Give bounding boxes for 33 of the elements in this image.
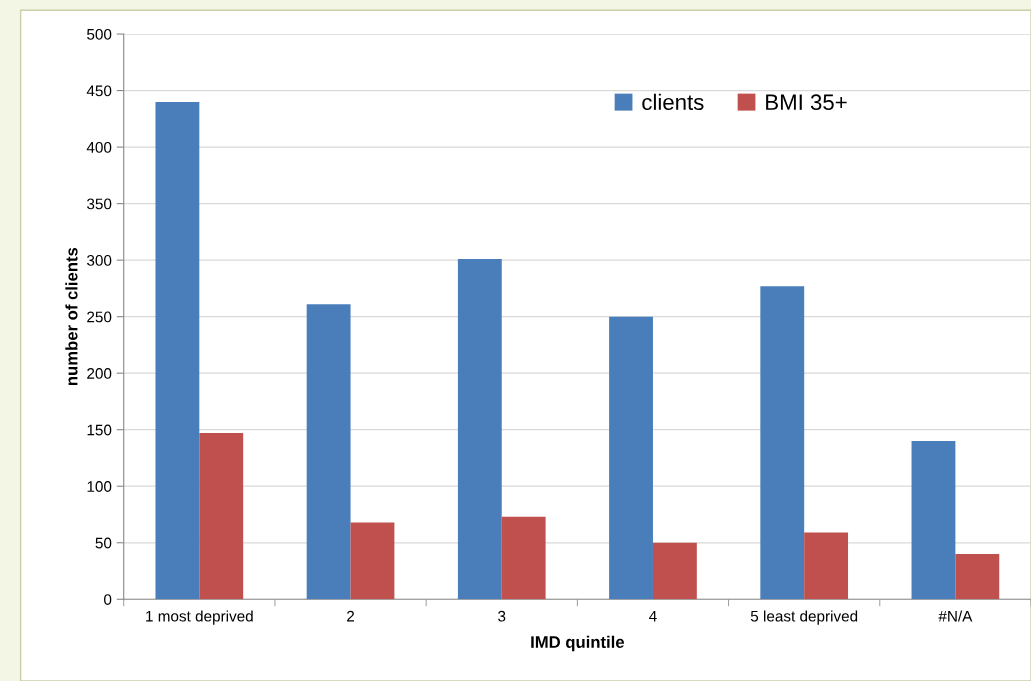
y-tick-label: 400	[86, 141, 112, 153]
bar	[155, 101, 200, 600]
bar	[350, 522, 395, 600]
x-tick-label: 2	[347, 610, 355, 622]
bar	[955, 554, 1000, 600]
y-tick-label: 0	[104, 594, 112, 605]
bar	[804, 532, 849, 600]
bar	[501, 516, 546, 600]
x-tick-label: 3	[498, 610, 506, 622]
legend-label: BMI 35+	[766, 94, 847, 111]
x-tick-label: 1 most deprived	[146, 610, 253, 625]
y-tick-label: 200	[87, 368, 112, 379]
bar	[199, 433, 244, 600]
y-axis-title: number of clients	[65, 247, 78, 386]
bar	[457, 259, 502, 600]
y-tick-label: 250	[87, 311, 112, 323]
y-tick-label: 500	[87, 28, 112, 40]
x-tick-label: 4	[649, 610, 657, 622]
y-tick-label: 50	[95, 537, 112, 549]
y-tick-label: 450	[86, 85, 112, 97]
y-tick-label: 350	[87, 198, 112, 210]
x-tick-label: #N/A	[938, 610, 973, 622]
bar	[609, 316, 653, 600]
legend-label: clients	[642, 93, 704, 111]
y-tick-label: 100	[87, 481, 112, 492]
y-tick-label: 150	[87, 424, 112, 436]
bar	[652, 542, 697, 600]
x-axis-title: IMD quintile	[531, 635, 625, 652]
bar	[306, 304, 351, 600]
bar	[911, 441, 956, 600]
x-tick-label: 5 least deprived	[750, 610, 858, 625]
y-tick-label: 300	[87, 255, 112, 266]
bar	[760, 286, 805, 600]
